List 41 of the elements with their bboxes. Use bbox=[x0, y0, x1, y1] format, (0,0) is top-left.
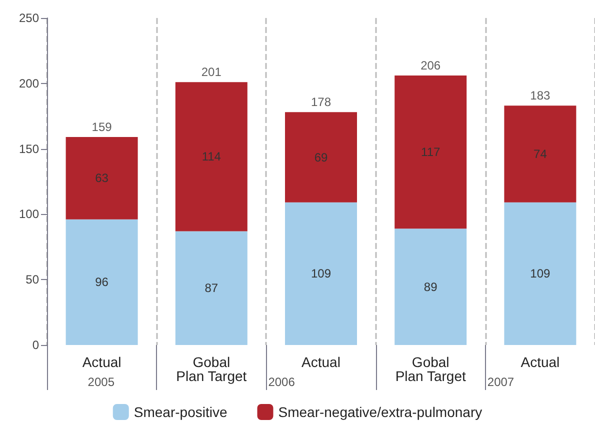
text: 2006 bbox=[268, 375, 296, 389]
text: 2007 bbox=[487, 375, 514, 389]
x-tick-label: Actual bbox=[82, 354, 122, 370]
bar bbox=[175, 82, 248, 232]
total-label: 206 bbox=[420, 58, 441, 73]
y-tick-label: 200 bbox=[18, 76, 40, 90]
text: 2005 bbox=[88, 375, 115, 389]
data-label: 87 bbox=[204, 281, 218, 296]
y-tick-label: 250 bbox=[18, 11, 40, 25]
legend-label: Smear-negative/extra-pulmonary bbox=[278, 404, 482, 420]
data-label: 96 bbox=[95, 275, 109, 290]
bar bbox=[66, 137, 138, 220]
bar bbox=[504, 106, 576, 202]
data-label: 63 bbox=[95, 171, 109, 186]
y-tick-label: 100 bbox=[18, 207, 40, 222]
data-label: 109 bbox=[530, 266, 551, 281]
total-label: 183 bbox=[530, 88, 551, 103]
bar bbox=[66, 219, 138, 345]
data-label: 89 bbox=[424, 280, 438, 294]
bar bbox=[394, 76, 467, 229]
total-label: 201 bbox=[201, 65, 222, 80]
bar bbox=[285, 202, 357, 345]
x-tick-label: Actual bbox=[520, 354, 560, 370]
bar bbox=[504, 202, 576, 345]
y-tick-label: 50 bbox=[26, 272, 40, 287]
x-tick-label: Gobal Plan Target bbox=[176, 354, 247, 384]
legend-label: Smear-positive bbox=[134, 404, 228, 420]
bar bbox=[175, 231, 248, 345]
y-tick-label: 150 bbox=[18, 142, 40, 156]
data-label: 117 bbox=[421, 145, 440, 160]
y-tick-label: 0 bbox=[32, 338, 40, 352]
bar bbox=[285, 112, 357, 202]
x-tick-label: Actual bbox=[302, 354, 340, 370]
data-label: 69 bbox=[314, 150, 328, 164]
data-label: 114 bbox=[202, 150, 222, 164]
data-label: 109 bbox=[310, 266, 332, 281]
data-label: 74 bbox=[534, 147, 548, 162]
total-label: 178 bbox=[310, 95, 332, 110]
bar bbox=[394, 228, 467, 345]
total-label: 159 bbox=[92, 120, 112, 134]
x-tick-label: Gobal Plan Target bbox=[395, 354, 466, 384]
